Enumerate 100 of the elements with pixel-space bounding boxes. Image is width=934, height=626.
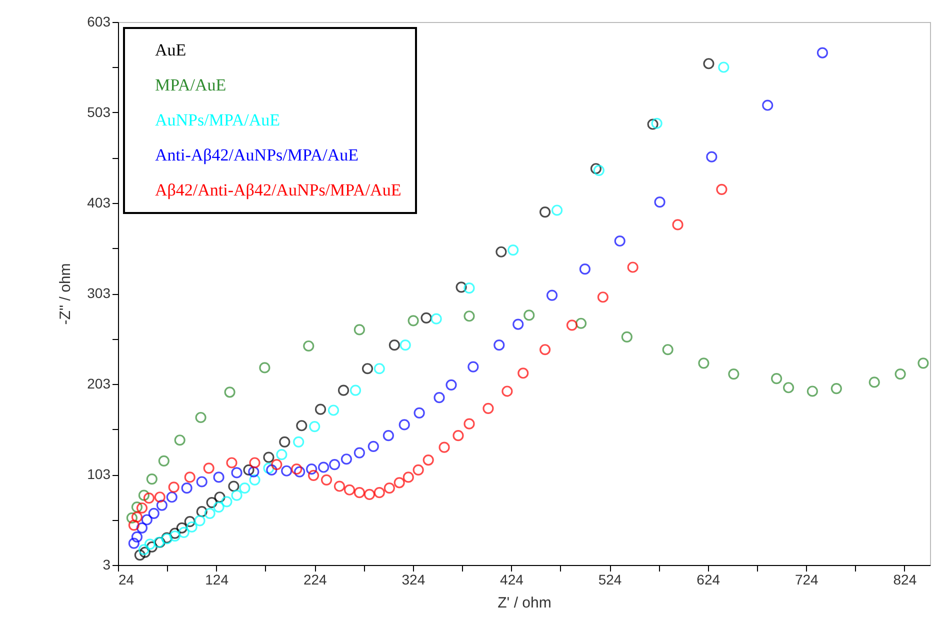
- point: [279, 436, 290, 448]
- point: [456, 282, 467, 293]
- point: [452, 430, 464, 442]
- point: [138, 490, 150, 501]
- point: [698, 358, 710, 369]
- point: [894, 368, 906, 380]
- point: [374, 363, 385, 374]
- y-tick-label: 603: [87, 14, 111, 30]
- point: [196, 476, 208, 488]
- point: [144, 538, 156, 550]
- point: [597, 292, 608, 303]
- point: [141, 514, 152, 526]
- point: [224, 386, 236, 398]
- x-tick-label: 124: [205, 572, 229, 588]
- point: [306, 464, 318, 475]
- point: [420, 312, 432, 324]
- point: [156, 500, 168, 511]
- point: [762, 100, 774, 111]
- point: [382, 430, 394, 442]
- point: [716, 184, 728, 195]
- point: [654, 196, 666, 208]
- point: [184, 472, 196, 483]
- point: [214, 492, 226, 503]
- point: [539, 344, 551, 356]
- point: [718, 62, 730, 73]
- point: [134, 550, 146, 561]
- point: [249, 474, 260, 486]
- x-axis-title: Z' / ohm: [498, 594, 552, 612]
- point: [314, 404, 326, 415]
- point: [651, 118, 662, 129]
- point: [362, 363, 374, 374]
- point: [243, 464, 254, 476]
- y-tick-label: 203: [87, 376, 111, 392]
- point: [464, 418, 475, 430]
- point: [186, 521, 198, 533]
- point: [350, 384, 362, 396]
- point: [830, 382, 842, 394]
- point: [512, 318, 524, 330]
- point: [593, 164, 604, 176]
- point: [868, 376, 880, 388]
- y-tick-label: 3: [102, 556, 111, 572]
- point: [446, 379, 457, 390]
- point: [148, 508, 160, 519]
- point: [309, 421, 320, 432]
- point: [575, 318, 587, 329]
- point: [248, 466, 260, 478]
- point: [662, 344, 674, 356]
- point: [204, 508, 216, 519]
- point: [131, 511, 143, 523]
- point: [239, 482, 250, 494]
- point: [184, 516, 196, 528]
- x-tick-label: 24: [118, 572, 134, 588]
- point: [430, 313, 442, 324]
- point: [138, 544, 150, 556]
- x-tick-label: 424: [500, 572, 524, 588]
- x-tick-label: 324: [402, 572, 426, 588]
- point: [354, 324, 365, 336]
- point: [293, 436, 304, 448]
- point: [181, 482, 192, 494]
- point: [408, 315, 419, 326]
- point: [126, 512, 138, 524]
- point: [438, 442, 450, 453]
- point: [203, 462, 214, 474]
- x-tick-label: 824: [893, 572, 917, 588]
- point: [303, 340, 314, 352]
- point: [308, 470, 320, 481]
- point: [566, 320, 578, 331]
- point: [614, 235, 626, 247]
- point: [434, 392, 445, 404]
- point: [672, 219, 684, 230]
- point: [364, 488, 376, 500]
- point: [394, 477, 405, 488]
- point: [206, 497, 218, 508]
- point: [139, 546, 150, 558]
- point: [703, 58, 714, 70]
- point: [524, 310, 535, 321]
- point: [502, 386, 513, 397]
- point: [647, 118, 658, 130]
- point: [398, 419, 410, 430]
- point: [231, 490, 242, 501]
- point: [340, 454, 352, 465]
- point: [354, 487, 365, 498]
- point: [806, 386, 818, 397]
- point: [422, 454, 434, 466]
- point: [263, 462, 274, 474]
- point: [136, 522, 148, 534]
- point: [464, 282, 475, 294]
- point: [329, 459, 340, 470]
- point: [228, 480, 240, 492]
- point: [176, 522, 188, 534]
- point: [178, 526, 190, 538]
- text: Anti-Aβ42/AuNPs/MPA/AuE: [155, 146, 359, 164]
- point: [143, 492, 155, 504]
- y-axis-title: -Z'' / ohm: [57, 263, 74, 325]
- point: [412, 464, 424, 476]
- text: MPA/AuE: [155, 76, 226, 94]
- point: [551, 204, 563, 216]
- y-tick-label: 503: [87, 104, 111, 120]
- point: [368, 440, 379, 452]
- point: [213, 472, 224, 483]
